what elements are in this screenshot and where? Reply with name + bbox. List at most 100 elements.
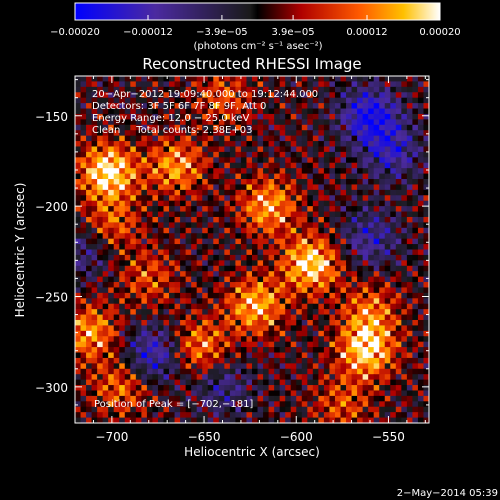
heatmap-cell	[229, 401, 237, 408]
heatmap-cell	[406, 119, 414, 126]
heatmap-cell	[257, 92, 264, 99]
heatmap-cell	[390, 162, 397, 169]
heatmap-cell	[180, 374, 187, 381]
heatmap-cell	[384, 195, 391, 202]
heatmap-cell	[379, 103, 386, 110]
heatmap-cell	[340, 238, 347, 245]
heatmap-cell	[152, 276, 159, 283]
heatmap-cell	[318, 124, 325, 131]
heatmap-cell	[351, 412, 358, 419]
heatmap-cell	[373, 124, 380, 131]
heatmap-cell	[91, 157, 98, 164]
heatmap-cell	[346, 146, 353, 153]
heatmap-cell	[157, 330, 165, 337]
heatmap-cell	[423, 379, 429, 386]
heatmap-cell	[362, 113, 369, 120]
heatmap-cell	[246, 282, 253, 289]
heatmap-cell	[218, 227, 225, 234]
heatmap-cell	[318, 168, 325, 175]
heatmap-cell	[334, 195, 342, 202]
heatmap-cell	[218, 325, 225, 332]
heatmap-cell	[301, 336, 308, 343]
heatmap-cell	[240, 390, 248, 397]
heatmap-cell	[285, 146, 292, 153]
heatmap-cell	[135, 390, 142, 397]
heatmap-cell	[102, 179, 109, 186]
heatmap-cell	[202, 103, 209, 110]
heatmap-cell	[191, 168, 198, 175]
heatmap-cell	[207, 287, 214, 294]
heatmap-cell	[263, 374, 270, 381]
heatmap-cell	[290, 379, 297, 386]
heatmap-cell	[401, 303, 408, 310]
heatmap-cell	[279, 341, 286, 348]
heatmap-cell	[357, 265, 364, 272]
heatmap-cell	[80, 76, 87, 83]
heatmap-cell	[235, 184, 242, 191]
heatmap-cell	[334, 189, 342, 196]
heatmap-cell	[207, 244, 214, 251]
heatmap-cell	[368, 146, 375, 153]
heatmap-cell	[384, 287, 391, 294]
heatmap-cell	[157, 341, 165, 348]
heatmap-cell	[213, 157, 220, 164]
heatmap-cell	[423, 298, 429, 305]
heatmap-cell	[157, 173, 165, 180]
heatmap-cell	[224, 282, 231, 289]
heatmap-cell	[185, 390, 192, 397]
heatmap-cell	[307, 379, 314, 386]
heatmap-cell	[290, 168, 297, 175]
heatmap-cell	[224, 179, 231, 186]
heatmap-cell	[91, 168, 98, 175]
heatmap-cell	[218, 103, 225, 110]
heatmap-cell	[373, 146, 380, 153]
heatmap-cell	[329, 141, 336, 148]
heatmap-cell	[124, 92, 131, 99]
heatmap-cell	[329, 195, 336, 202]
heatmap-cell	[229, 108, 237, 115]
heatmap-cell	[252, 76, 259, 83]
heatmap-cell	[135, 189, 142, 196]
heatmap-cell	[240, 314, 248, 321]
heatmap-cell	[301, 379, 308, 386]
heatmap-cell	[229, 227, 237, 234]
heatmap-cell	[146, 184, 154, 191]
heatmap-cell	[252, 119, 259, 126]
heatmap-cell	[318, 314, 325, 321]
heatmap-cell	[390, 292, 397, 299]
heatmap-cell	[157, 135, 165, 142]
heatmap-cell	[180, 146, 187, 153]
heatmap-cell	[285, 352, 292, 359]
heatmap-cell	[362, 81, 369, 88]
heatmap-cell	[379, 406, 386, 413]
heatmap-cell	[373, 282, 380, 289]
heatmap-cell	[163, 179, 170, 186]
heatmap-cell	[146, 303, 154, 310]
heatmap-cell	[268, 141, 275, 148]
heatmap-cell	[351, 314, 358, 321]
heatmap-cell	[290, 260, 297, 267]
heatmap-cell	[113, 168, 120, 175]
heatmap-cell	[191, 173, 198, 180]
annotation-block: 20−Apr−2012 19:09:40.000 to 19:12:44.000…	[92, 89, 318, 136]
y-axis-ticks	[75, 79, 429, 406]
heatmap-cell	[290, 135, 297, 142]
heatmap-cell	[108, 206, 115, 213]
heatmap-cell	[86, 347, 93, 354]
heatmap-cell	[263, 168, 270, 175]
heatmap-cell	[157, 103, 165, 110]
heatmap-cell	[213, 282, 220, 289]
heatmap-cell	[362, 195, 369, 202]
heatmap-cell	[351, 379, 358, 386]
heatmap-cell	[97, 379, 104, 386]
heatmap-cell	[157, 325, 165, 332]
heatmap-cell	[290, 385, 297, 392]
heatmap-cell	[108, 233, 115, 240]
heatmap-cell	[169, 189, 176, 196]
heatmap-cell	[274, 238, 281, 245]
heatmap-cell	[312, 292, 319, 299]
heatmap-cell	[174, 113, 181, 120]
heatmap-cell	[102, 222, 109, 229]
heatmap-cell	[373, 227, 380, 234]
heatmap-cell	[185, 309, 192, 316]
